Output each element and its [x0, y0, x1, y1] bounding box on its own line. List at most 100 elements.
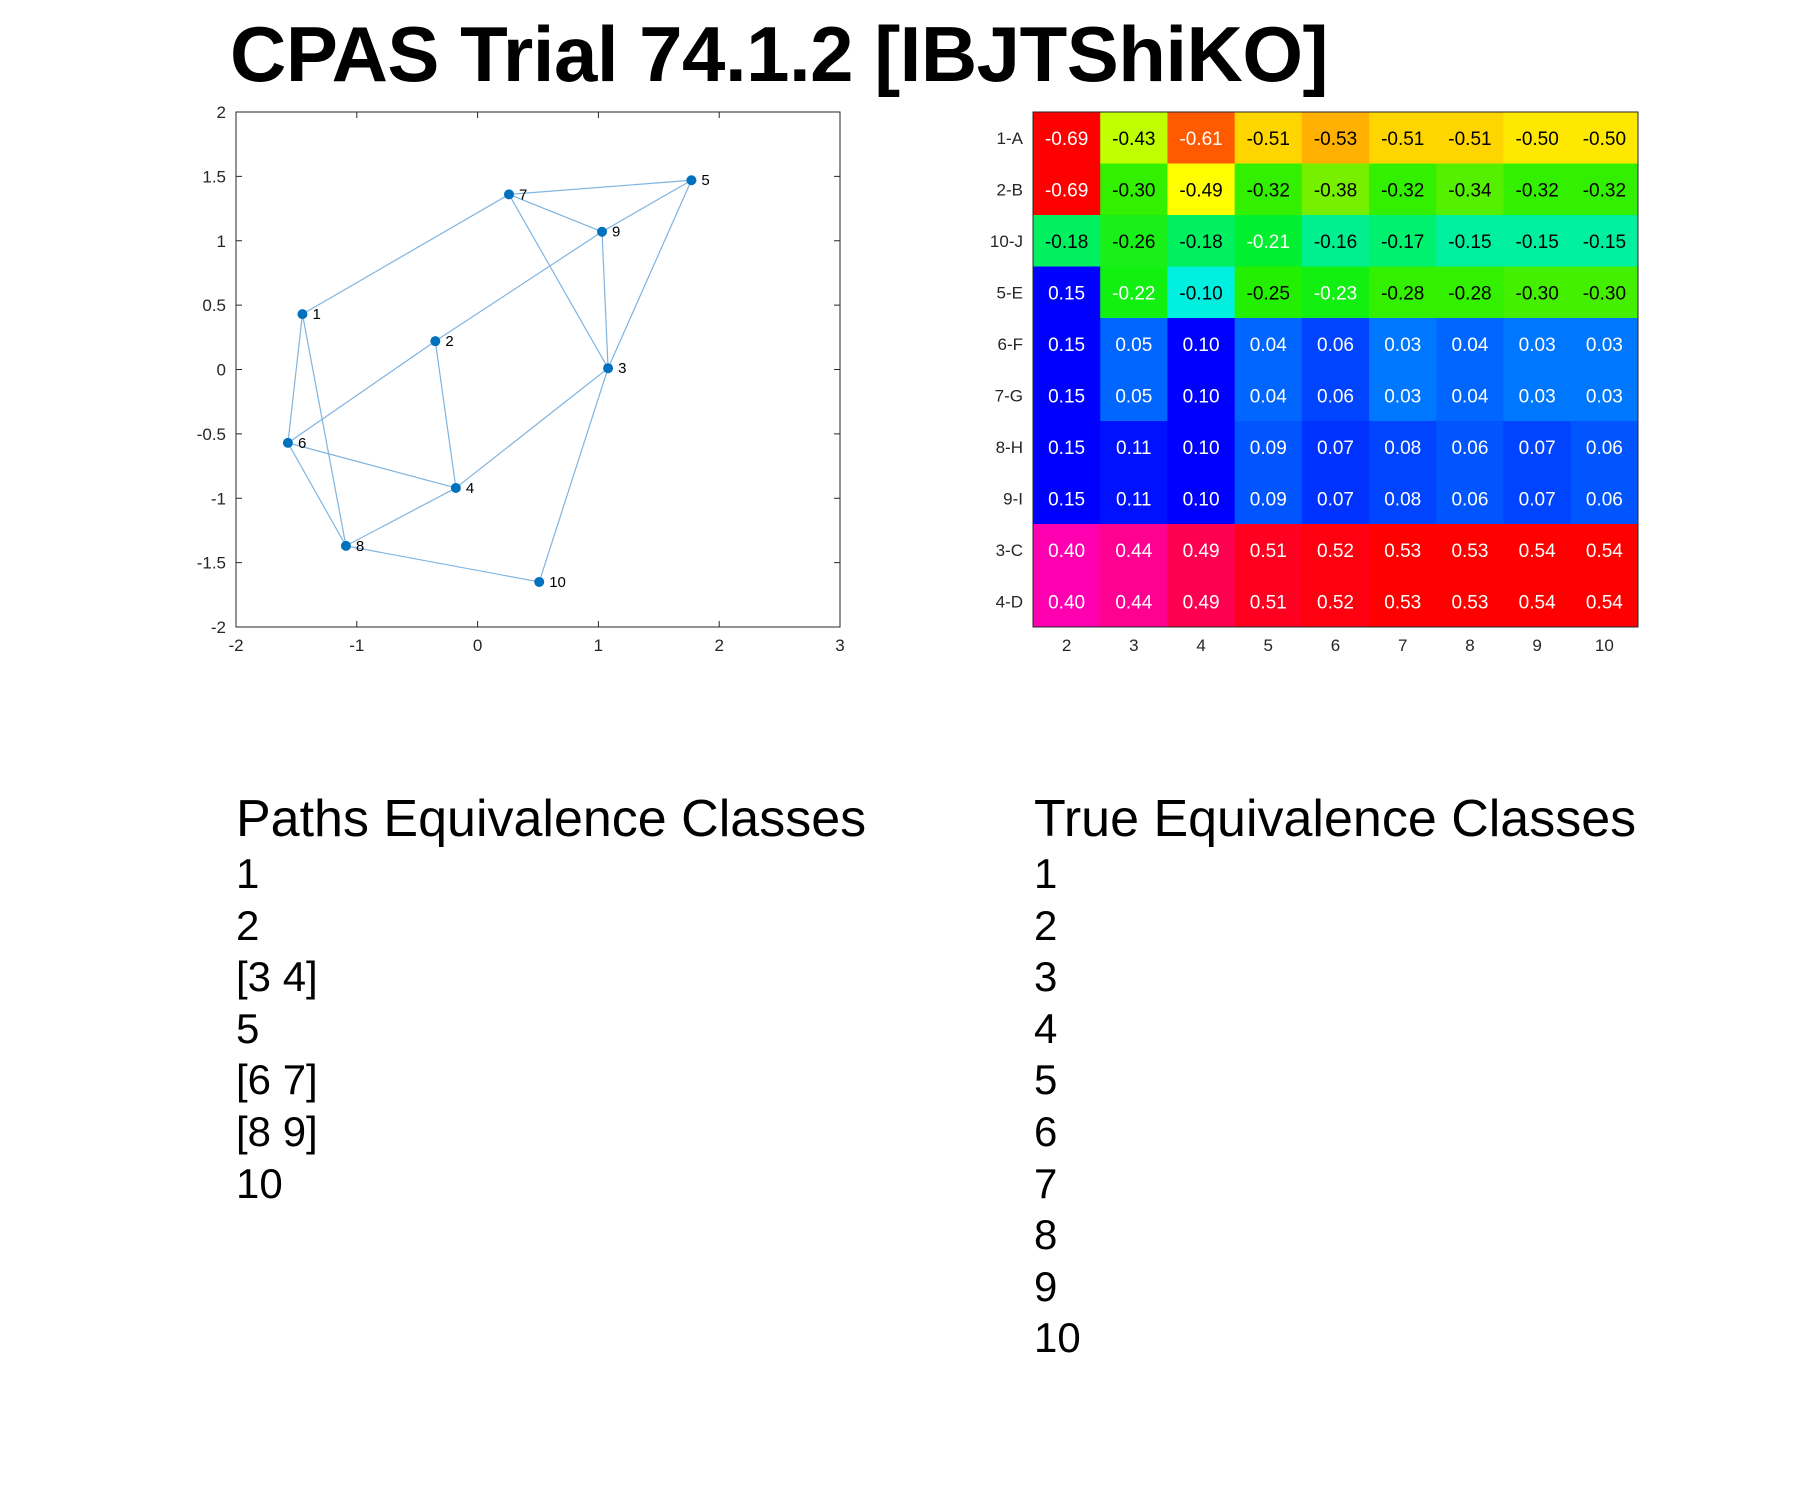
heatmap-cell — [1570, 163, 1639, 216]
heatmap-value-label: 0.03 — [1384, 335, 1421, 356]
heatmap-value-label: 0.49 — [1183, 541, 1220, 562]
true-class-item: 6 — [1034, 1107, 1058, 1155]
heatmap-cell — [1033, 112, 1101, 164]
heatmap-value-label: 0.03 — [1586, 386, 1623, 407]
heatmap-cell — [1436, 266, 1505, 319]
heatmap-value-label: 0.54 — [1519, 592, 1556, 613]
heatmap-value-label: 0.40 — [1048, 541, 1085, 562]
heatmap-cell — [1033, 215, 1101, 267]
heatmap-cell — [1100, 575, 1168, 628]
heatmap-value-label: -0.30 — [1583, 283, 1626, 304]
graph-edge — [455, 367, 609, 489]
heatmap-cell — [1436, 575, 1505, 628]
graph-node-label: 6 — [298, 435, 306, 452]
heatmap-frame — [1032, 111, 1639, 628]
heatmap-cell — [1100, 472, 1168, 525]
paths-class-item: [3 4] — [236, 953, 318, 1001]
heatmap-value-label: -0.32 — [1381, 180, 1424, 201]
heatmap-cell — [1436, 421, 1505, 473]
true-class-item: 4 — [1034, 1004, 1058, 1052]
true-class-item: 9 — [1034, 1262, 1058, 1310]
heatmap-value-label: -0.15 — [1448, 232, 1491, 253]
heatmap-value-label: -0.26 — [1112, 232, 1155, 253]
heatmap-value-label: -0.17 — [1381, 232, 1424, 253]
heatmap-cell — [1436, 524, 1505, 576]
graph-edge — [287, 442, 457, 489]
heatmap-value-label: -0.49 — [1179, 180, 1222, 201]
heatmap-value-label: -0.51 — [1247, 129, 1290, 150]
true-class-item: 8 — [1034, 1211, 1058, 1259]
y-tick-label: 1 — [217, 232, 226, 251]
heatmap-value-label: 0.04 — [1451, 386, 1488, 407]
heatmap-value-label: -0.23 — [1314, 283, 1357, 304]
heatmap-row-label: 1-A — [997, 129, 1024, 148]
heatmap-cell — [1369, 163, 1437, 216]
graph-node-label: 10 — [549, 574, 566, 591]
heatmap-row-label: 7-G — [995, 386, 1023, 405]
heatmap-cell — [1436, 112, 1505, 164]
heatmap-cell — [1167, 266, 1236, 319]
heatmap-cell — [1033, 163, 1101, 216]
node-graph-plot: -2 -1 0 1 2 3 2 1.5 1 0.5 0 -0.5 -1 -1.5 -2 1 2 3 4 5 6 7 8 9 10 — [197, 103, 845, 655]
heatmap-cell — [1167, 472, 1236, 525]
heatmap-cell — [1234, 215, 1303, 267]
heatmap-value-label: 0.06 — [1317, 335, 1354, 356]
heatmap-value-label: 0.40 — [1048, 592, 1085, 613]
heatmap-cell — [1570, 472, 1639, 525]
heatmap-value-label: 0.53 — [1384, 541, 1421, 562]
heatmap-cell — [1301, 215, 1370, 267]
heatmap-cell — [1301, 163, 1370, 216]
heatmap-cell — [1234, 163, 1303, 216]
graph-node — [340, 540, 351, 551]
heatmap-value-label: 0.44 — [1115, 592, 1152, 613]
heatmap-value-label: -0.32 — [1583, 180, 1626, 201]
graph-node-label: 2 — [445, 333, 453, 350]
heatmap-cell — [1033, 369, 1101, 422]
heatmap-cell — [1503, 472, 1572, 525]
heatmap-cell — [1234, 369, 1303, 422]
heatmap-value-label: -0.18 — [1045, 232, 1088, 253]
heatmap-cell — [1234, 266, 1303, 319]
heatmap-cell — [1369, 524, 1437, 576]
x-tick-label: -2 — [228, 636, 243, 655]
heatmap-cell — [1301, 472, 1370, 525]
heatmap-value-label: 0.06 — [1317, 386, 1354, 407]
heatmap-row-label: 9-I — [1003, 489, 1023, 508]
heatmap-cell — [1033, 524, 1101, 576]
x-tick-label: 0 — [473, 636, 482, 655]
graph-edge — [287, 442, 347, 547]
heatmap-cell — [1033, 472, 1101, 525]
heatmap-cell — [1436, 369, 1505, 422]
paths-equivalence-classes: Paths Equivalence Classes 1 2 [3 4] 5 [6 7][… — [236, 790, 866, 1209]
heatmap-value-label: -0.50 — [1583, 129, 1626, 150]
heatmap-value-label: 0.11 — [1116, 489, 1152, 510]
heatmap-cell — [1234, 421, 1303, 473]
heatmap-cell — [1570, 112, 1639, 164]
heatmap-value-label: -0.34 — [1448, 180, 1492, 201]
heatmap-row-label: 6-F — [998, 335, 1024, 354]
graph-edge — [538, 368, 609, 583]
heatmap-cell — [1234, 472, 1303, 525]
graph-node — [297, 309, 308, 320]
heatmap-value-label: 0.15 — [1048, 438, 1085, 459]
heatmap-value-label: -0.28 — [1381, 283, 1424, 304]
graph-edge — [508, 194, 609, 369]
graph-edge — [508, 179, 692, 195]
heatmap-cell — [1369, 266, 1437, 319]
graph-node-label: 8 — [356, 538, 364, 555]
y-tick-label: 2 — [217, 103, 226, 122]
heatmap-value-label: -0.51 — [1448, 129, 1491, 150]
heatmap-cell — [1570, 524, 1639, 576]
plot-frame — [235, 111, 841, 628]
graph-node-label: 9 — [612, 224, 620, 241]
graph-node — [686, 175, 697, 186]
heatmap-cell — [1503, 421, 1572, 473]
heatmap-cell — [1503, 318, 1572, 370]
paths-class-item: [8 9] — [236, 1107, 318, 1155]
heatmap-value-label: 0.04 — [1451, 335, 1488, 356]
x-tick-label: -1 — [349, 636, 364, 655]
heatmap-value-label: 0.15 — [1048, 489, 1085, 510]
heatmap-value-label: 0.03 — [1519, 386, 1556, 407]
heatmap-value-label: 0.07 — [1317, 438, 1354, 459]
heatmap-cell — [1503, 112, 1572, 164]
